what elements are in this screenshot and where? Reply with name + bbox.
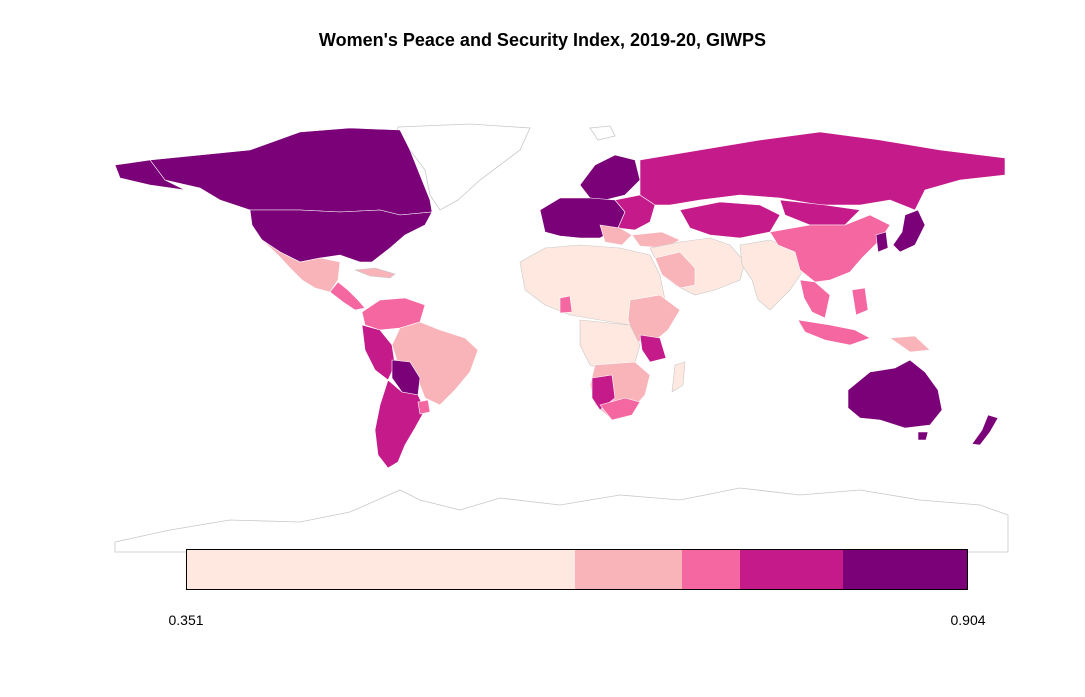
region-balkans xyxy=(599,224,633,246)
region-central-america xyxy=(329,281,366,311)
region-russia xyxy=(639,131,1006,211)
legend-min-label: 0.351 xyxy=(168,612,204,628)
region-canada xyxy=(149,127,433,216)
legend-segment-5 xyxy=(842,550,967,589)
legend-segment-3 xyxy=(682,550,740,589)
region-uruguay xyxy=(417,399,431,415)
region-west-africa-ghana xyxy=(559,295,573,314)
region-argentina-chile xyxy=(374,379,426,469)
region-tanzania xyxy=(639,334,667,363)
legend-segment-4 xyxy=(739,550,843,589)
region-papua-new-guinea xyxy=(889,335,931,353)
region-ecuador-peru xyxy=(361,324,396,381)
region-mexico xyxy=(261,239,341,293)
region-scandinavia xyxy=(579,154,641,201)
region-australia xyxy=(847,359,943,429)
region-japan xyxy=(892,209,926,253)
legend-max-label: 0.904 xyxy=(950,612,986,628)
region-indonesia xyxy=(797,319,871,346)
region-caribbean xyxy=(354,267,396,279)
region-saudi-arabia xyxy=(654,251,696,289)
region-east-africa xyxy=(627,294,681,346)
region-central-asia xyxy=(679,201,781,239)
region-south-africa xyxy=(599,397,641,421)
legend-segment-2 xyxy=(574,550,683,589)
region-korea xyxy=(875,231,889,253)
region-madagascar xyxy=(671,361,686,393)
region-new-zealand xyxy=(971,414,999,446)
region-tasmania xyxy=(917,431,929,441)
map-title: Women's Peace and Security Index, 2019-2… xyxy=(318,30,767,50)
region-southeast-asia xyxy=(799,279,831,319)
region-antarctica xyxy=(114,487,1009,553)
region-alaska xyxy=(114,159,186,191)
region-svalbard xyxy=(589,125,616,141)
region-philippines xyxy=(851,287,869,316)
region-china xyxy=(769,214,891,283)
legend-segment-1 xyxy=(187,550,575,589)
legend-color-bar xyxy=(186,549,968,590)
